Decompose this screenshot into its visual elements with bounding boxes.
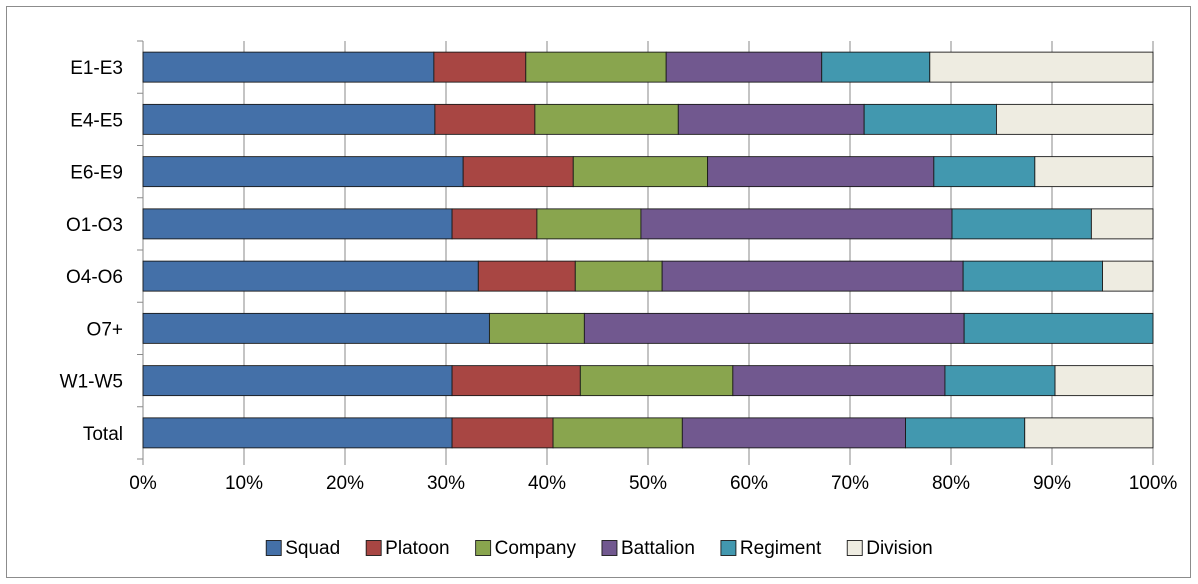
bar-segment-division: [1034, 156, 1154, 188]
bar-segment-squad: [142, 208, 453, 240]
legend: Squad Platoon Company Battalion Regiment Divi…: [265, 538, 933, 559]
bar-segment-division: [1054, 365, 1154, 397]
bar-segment-squad: [142, 103, 436, 135]
legend-item-company: Company: [475, 538, 577, 559]
legend-swatch: [601, 540, 618, 556]
bars: [142, 51, 1154, 449]
bar-segment-regiment: [962, 260, 1103, 292]
bar-segment-division: [1090, 208, 1154, 240]
bar-segment-squad: [142, 156, 464, 188]
stacked-bar-chart: E1-E3 E4-E5 E6-E9 O1-O3 O4-O6 O7+ W1-W5 Total 0…: [60, 40, 1177, 559]
x-tick-label: 60%: [730, 473, 768, 494]
y-category-label: Total: [83, 424, 123, 445]
bar-segment-company: [579, 365, 734, 397]
legend-swatch: [475, 540, 492, 556]
legend-item-squad: Squad: [265, 538, 340, 559]
bar-segment-regiment: [951, 208, 1092, 240]
bar-segment-regiment: [944, 365, 1056, 397]
legend-item-battalion: Battalion: [601, 538, 695, 559]
bar-segment-company: [536, 208, 642, 240]
y-category-label: O4-O6: [66, 267, 123, 288]
bar-segment-company: [534, 103, 679, 135]
bar-segment-platoon: [434, 103, 536, 135]
bar-segment-platoon: [451, 417, 554, 449]
bar-segment-regiment: [933, 156, 1036, 188]
x-tick-label: 0%: [129, 473, 157, 494]
x-tick-label: 20%: [326, 473, 364, 494]
bar-segment-battalion: [732, 365, 946, 397]
y-axis-labels: E1-E3 E4-E5 E6-E9 O1-O3 O4-O6 O7+ W1-W5 Total: [60, 58, 123, 445]
legend-swatch: [365, 540, 382, 556]
bar-segment-company: [572, 156, 709, 188]
chart-frame: E1-E3 E4-E5 E6-E9 O1-O3 O4-O6 O7+ W1-W5 Total 0…: [6, 6, 1191, 578]
bar-segment-platoon: [433, 51, 527, 83]
legend-label: Regiment: [740, 538, 822, 559]
x-tick-label: 80%: [932, 473, 970, 494]
bar-segment-company: [552, 417, 683, 449]
legend-label: Squad: [285, 538, 340, 559]
bar-segment-regiment: [905, 417, 1026, 449]
bar-segment-battalion: [681, 417, 907, 449]
legend-item-platoon: Platoon: [365, 538, 450, 559]
legend-item-division: Division: [846, 538, 933, 559]
bar-segment-battalion: [665, 51, 823, 83]
y-category-label: O1-O3: [66, 215, 123, 236]
bar-segment-company: [488, 312, 585, 344]
legend-swatch: [846, 540, 863, 556]
legend-label: Company: [495, 538, 577, 559]
bar-segment-division: [929, 51, 1154, 83]
bar-segment-regiment: [963, 312, 1154, 344]
x-tick-label: 70%: [831, 473, 869, 494]
bar-segment-battalion: [707, 156, 935, 188]
bar-segment-squad: [142, 260, 479, 292]
bar-segment-battalion: [677, 103, 865, 135]
bar-segment-company: [574, 260, 663, 292]
bar-segment-squad: [142, 365, 453, 397]
x-tick-label: 90%: [1033, 473, 1071, 494]
bar-segment-squad: [142, 51, 435, 83]
legend-item-regiment: Regiment: [720, 538, 822, 559]
x-tick-label: 100%: [1129, 473, 1178, 494]
bar-segment-battalion: [661, 260, 964, 292]
bar-segment-division: [996, 103, 1154, 135]
bar-segment-battalion: [583, 312, 965, 344]
x-tick-label: 10%: [225, 473, 263, 494]
legend-label: Division: [866, 538, 933, 559]
bar-segment-company: [525, 51, 667, 83]
legend-label: Battalion: [621, 538, 695, 559]
bar-segment-platoon: [451, 365, 581, 397]
legend-label: Platoon: [385, 538, 449, 559]
y-category-label: E4-E5: [70, 110, 123, 131]
bar-segment-battalion: [640, 208, 953, 240]
bar-segment-squad: [142, 312, 490, 344]
bar-segment-platoon: [477, 260, 576, 292]
bar-segment-regiment: [863, 103, 997, 135]
legend-swatch: [720, 540, 737, 556]
bar-segment-platoon: [451, 208, 538, 240]
x-tick-label: 40%: [528, 473, 566, 494]
legend-swatch: [265, 540, 282, 556]
y-category-label: E6-E9: [70, 163, 123, 184]
bar-segment-regiment: [821, 51, 931, 83]
y-category-label: O7+: [87, 319, 123, 340]
bar-segment-division: [1024, 417, 1154, 449]
bar-segment-division: [1102, 260, 1154, 292]
bar-segment-squad: [142, 417, 453, 449]
x-tick-label: 50%: [629, 473, 667, 494]
x-axis-labels: 0% 10% 20% 30% 40% 50% 60% 70% 80% 90% 100%: [129, 473, 1177, 494]
y-category-label: W1-W5: [60, 372, 123, 393]
bar-segment-platoon: [462, 156, 574, 188]
y-category-label: E1-E3: [70, 58, 123, 79]
x-tick-label: 30%: [427, 473, 465, 494]
